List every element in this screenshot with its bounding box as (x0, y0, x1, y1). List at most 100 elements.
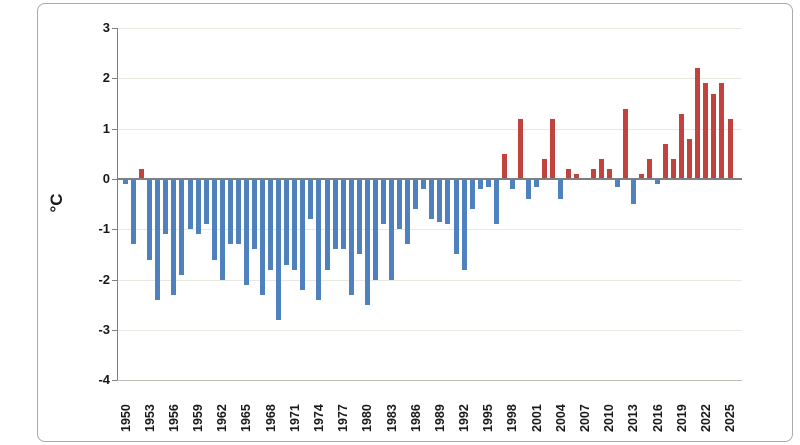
x-tick-label-2001: 2001 (529, 404, 544, 432)
bar-1960 (203, 179, 209, 225)
bar-2017 (663, 143, 668, 179)
x-tick-label-1992: 1992 (457, 404, 471, 432)
bar-2000 (526, 179, 531, 200)
bar-1996 (493, 179, 499, 225)
bar-1970 (284, 179, 290, 265)
bar-1999 (517, 118, 523, 179)
gridline-2 (117, 78, 742, 80)
x-tick-label-1962: 1962 (215, 404, 230, 432)
x-tick-label-2013: 2013 (626, 404, 641, 432)
bar-1971 (292, 179, 298, 270)
bar-1978 (348, 179, 354, 295)
bar-2002 (542, 158, 548, 179)
bar-2009 (598, 158, 604, 179)
y-tick-mark--3 (112, 329, 117, 331)
bar-2014 (638, 174, 644, 179)
bar-1972 (300, 179, 306, 290)
bar-1962 (219, 179, 225, 280)
x-tick-label-2022: 2022 (698, 404, 713, 432)
bar-1969 (276, 179, 282, 320)
bar-2010 (606, 168, 612, 179)
bar-1957 (179, 179, 185, 275)
gridline-1 (117, 128, 742, 130)
bar-2003 (550, 118, 556, 179)
bar-1963 (227, 179, 233, 245)
y-tick-mark--2 (112, 279, 117, 281)
y-tick-label-2: 2 (102, 70, 110, 86)
x-tick-label-1995: 1995 (481, 404, 496, 432)
y-tick-label--3: -3 (98, 321, 110, 337)
bar-2005 (566, 168, 572, 179)
bar-2019 (679, 113, 685, 179)
x-tick-label-1965: 1965 (239, 404, 254, 432)
bar-1954 (155, 179, 161, 300)
chart-frame (37, 3, 793, 442)
bar-2004 (558, 179, 564, 200)
x-tick-label-2007: 2007 (577, 404, 592, 432)
bar-1994 (477, 179, 483, 190)
x-tick-label-1977: 1977 (336, 404, 351, 432)
bar-2016 (655, 179, 660, 184)
y-tick-label--4: -4 (98, 372, 110, 388)
bar-1979 (356, 179, 362, 255)
bar-2021 (695, 68, 701, 179)
x-tick-label-1998: 1998 (505, 404, 520, 432)
bar-1986 (413, 179, 419, 210)
x-tick-label-1968: 1968 (263, 404, 278, 432)
y-tick-label--2: -2 (98, 271, 110, 287)
bar-2006 (574, 174, 580, 179)
bar-1952 (139, 168, 145, 179)
bar-2015 (646, 158, 652, 179)
x-tick-label-2010: 2010 (602, 404, 617, 432)
bar-2022 (703, 83, 709, 179)
x-tick-label-1983: 1983 (384, 404, 399, 432)
gridline--2 (117, 279, 742, 281)
bar-2013 (630, 179, 636, 205)
y-tick-label-1: 1 (102, 120, 110, 136)
y-tick-mark--1 (112, 229, 117, 231)
bar-2018 (671, 158, 677, 179)
bar-1989 (437, 179, 443, 222)
bar-1964 (235, 179, 241, 245)
bar-2025 (727, 118, 733, 179)
bar-1990 (445, 179, 451, 225)
bar-1995 (485, 179, 491, 187)
bar-1983 (389, 179, 394, 280)
bar-1985 (405, 179, 411, 245)
bar-1959 (195, 179, 201, 235)
bar-1984 (397, 179, 402, 230)
bar-1955 (163, 179, 169, 235)
bar-1950 (123, 179, 128, 184)
bar-1982 (380, 179, 386, 225)
x-tick-label-1989: 1989 (432, 404, 447, 432)
y-axis-title: °C (47, 193, 66, 213)
bar-1998 (509, 179, 515, 190)
x-tick-label-2019: 2019 (674, 404, 689, 432)
y-tick-mark--4 (112, 380, 117, 382)
x-tick-label-1974: 1974 (311, 404, 326, 432)
bar-1961 (211, 179, 217, 260)
bar-1976 (332, 179, 338, 250)
y-tick-label-3: 3 (102, 20, 110, 36)
bar-1956 (171, 179, 177, 295)
x-tick-label-2025: 2025 (723, 404, 737, 432)
bar-1987 (421, 179, 427, 190)
bar-1973 (308, 179, 314, 220)
bar-1981 (372, 179, 378, 280)
y-axis-line (117, 28, 118, 381)
y-tick-mark-3 (112, 28, 117, 30)
bar-1991 (453, 179, 459, 255)
bar-2008 (590, 168, 596, 179)
gridline--3 (117, 329, 742, 331)
bar-1974 (316, 179, 322, 300)
x-tick-label-1971: 1971 (287, 404, 302, 432)
x-tick-label-1980: 1980 (360, 404, 375, 432)
x-tick-label-1986: 1986 (408, 404, 423, 432)
bar-1968 (268, 179, 274, 270)
y-tick-mark-1 (112, 128, 117, 130)
bar-2011 (614, 179, 620, 187)
bar-2020 (687, 138, 693, 179)
gridline--1 (117, 229, 742, 231)
bar-1958 (187, 179, 193, 230)
